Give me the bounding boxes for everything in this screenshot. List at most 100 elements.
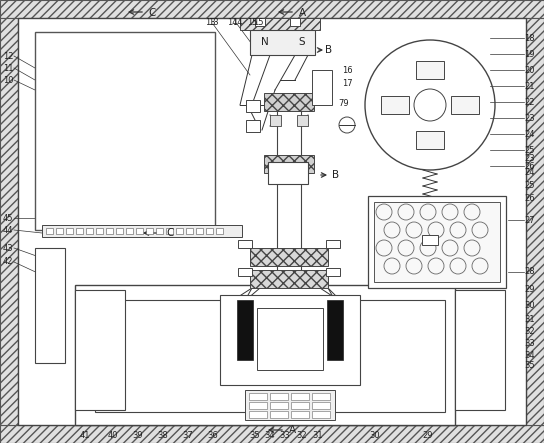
Bar: [46, 228, 53, 234]
Bar: [422, 235, 438, 245]
Text: 12: 12: [3, 51, 13, 61]
Text: 34: 34: [265, 431, 275, 439]
Text: N: N: [261, 37, 269, 47]
Bar: [156, 228, 163, 234]
Bar: [455, 290, 505, 410]
Bar: [291, 393, 309, 400]
Text: 32: 32: [524, 327, 535, 337]
Text: 14: 14: [227, 18, 237, 27]
Bar: [327, 300, 343, 360]
Text: 29: 29: [524, 285, 535, 295]
Bar: [526, 18, 544, 425]
Text: 30: 30: [370, 431, 380, 439]
Text: 15: 15: [247, 18, 257, 27]
Bar: [146, 228, 153, 234]
Bar: [264, 155, 314, 173]
Bar: [312, 70, 332, 105]
Bar: [416, 61, 444, 79]
Bar: [176, 228, 183, 234]
Text: 13: 13: [205, 18, 215, 27]
Text: 31: 31: [524, 315, 535, 325]
Bar: [186, 228, 193, 234]
Text: 24: 24: [524, 167, 535, 176]
Text: 38: 38: [158, 431, 169, 439]
Bar: [86, 228, 93, 234]
Text: 40: 40: [108, 431, 118, 439]
Bar: [245, 390, 335, 420]
Bar: [270, 115, 281, 126]
Text: 39: 39: [133, 431, 143, 439]
Bar: [312, 411, 330, 418]
Bar: [312, 402, 330, 409]
Text: 23: 23: [524, 113, 535, 123]
Text: 28: 28: [524, 268, 535, 276]
Bar: [126, 228, 133, 234]
Text: A: A: [299, 8, 306, 18]
Bar: [238, 268, 252, 276]
Bar: [312, 393, 330, 400]
Bar: [0, 18, 18, 425]
Text: S: S: [299, 37, 305, 47]
Bar: [35, 248, 65, 363]
Text: 13: 13: [208, 18, 218, 27]
Bar: [95, 300, 445, 412]
Text: B: B: [325, 45, 332, 55]
Bar: [246, 100, 260, 112]
Bar: [42, 225, 242, 237]
Text: 25: 25: [524, 145, 535, 155]
Bar: [268, 162, 308, 184]
Text: 35: 35: [250, 431, 261, 439]
Bar: [250, 248, 328, 266]
Bar: [220, 295, 360, 385]
Text: 14: 14: [232, 18, 242, 27]
Bar: [381, 96, 409, 114]
Bar: [237, 300, 253, 360]
Text: A: A: [288, 425, 295, 435]
Text: C: C: [166, 228, 174, 238]
Bar: [270, 411, 288, 418]
Bar: [451, 96, 479, 114]
Bar: [196, 228, 203, 234]
Bar: [270, 393, 288, 400]
Bar: [216, 228, 223, 234]
Text: 34: 34: [524, 350, 535, 360]
Text: C: C: [149, 8, 156, 18]
Bar: [206, 228, 213, 234]
Bar: [0, 0, 544, 18]
Text: 10: 10: [3, 75, 13, 85]
Bar: [249, 393, 267, 400]
Bar: [249, 402, 267, 409]
Bar: [246, 120, 260, 132]
Bar: [0, 425, 544, 443]
Bar: [66, 228, 73, 234]
Text: 15: 15: [253, 18, 263, 27]
Bar: [116, 228, 123, 234]
Text: 32: 32: [296, 431, 307, 439]
Bar: [255, 18, 265, 26]
Bar: [291, 402, 309, 409]
Bar: [75, 285, 455, 425]
Text: 19: 19: [524, 50, 535, 58]
Bar: [106, 228, 113, 234]
Bar: [249, 411, 267, 418]
Bar: [374, 202, 500, 282]
Bar: [96, 228, 103, 234]
Bar: [257, 308, 323, 370]
Text: 79: 79: [338, 98, 349, 108]
Text: 25: 25: [524, 180, 535, 190]
Text: 18: 18: [524, 34, 535, 43]
Text: 23: 23: [524, 154, 535, 163]
Bar: [250, 270, 328, 288]
Text: 27: 27: [524, 215, 535, 225]
Bar: [326, 240, 340, 248]
Text: 45: 45: [3, 214, 13, 222]
Bar: [277, 100, 301, 285]
Text: 24: 24: [524, 129, 535, 139]
Bar: [166, 228, 173, 234]
Text: 16: 16: [342, 66, 353, 74]
Text: 29: 29: [423, 431, 433, 439]
Text: 43: 43: [3, 244, 13, 253]
Text: 33: 33: [280, 431, 290, 439]
Bar: [270, 402, 288, 409]
Text: 30: 30: [524, 300, 535, 310]
